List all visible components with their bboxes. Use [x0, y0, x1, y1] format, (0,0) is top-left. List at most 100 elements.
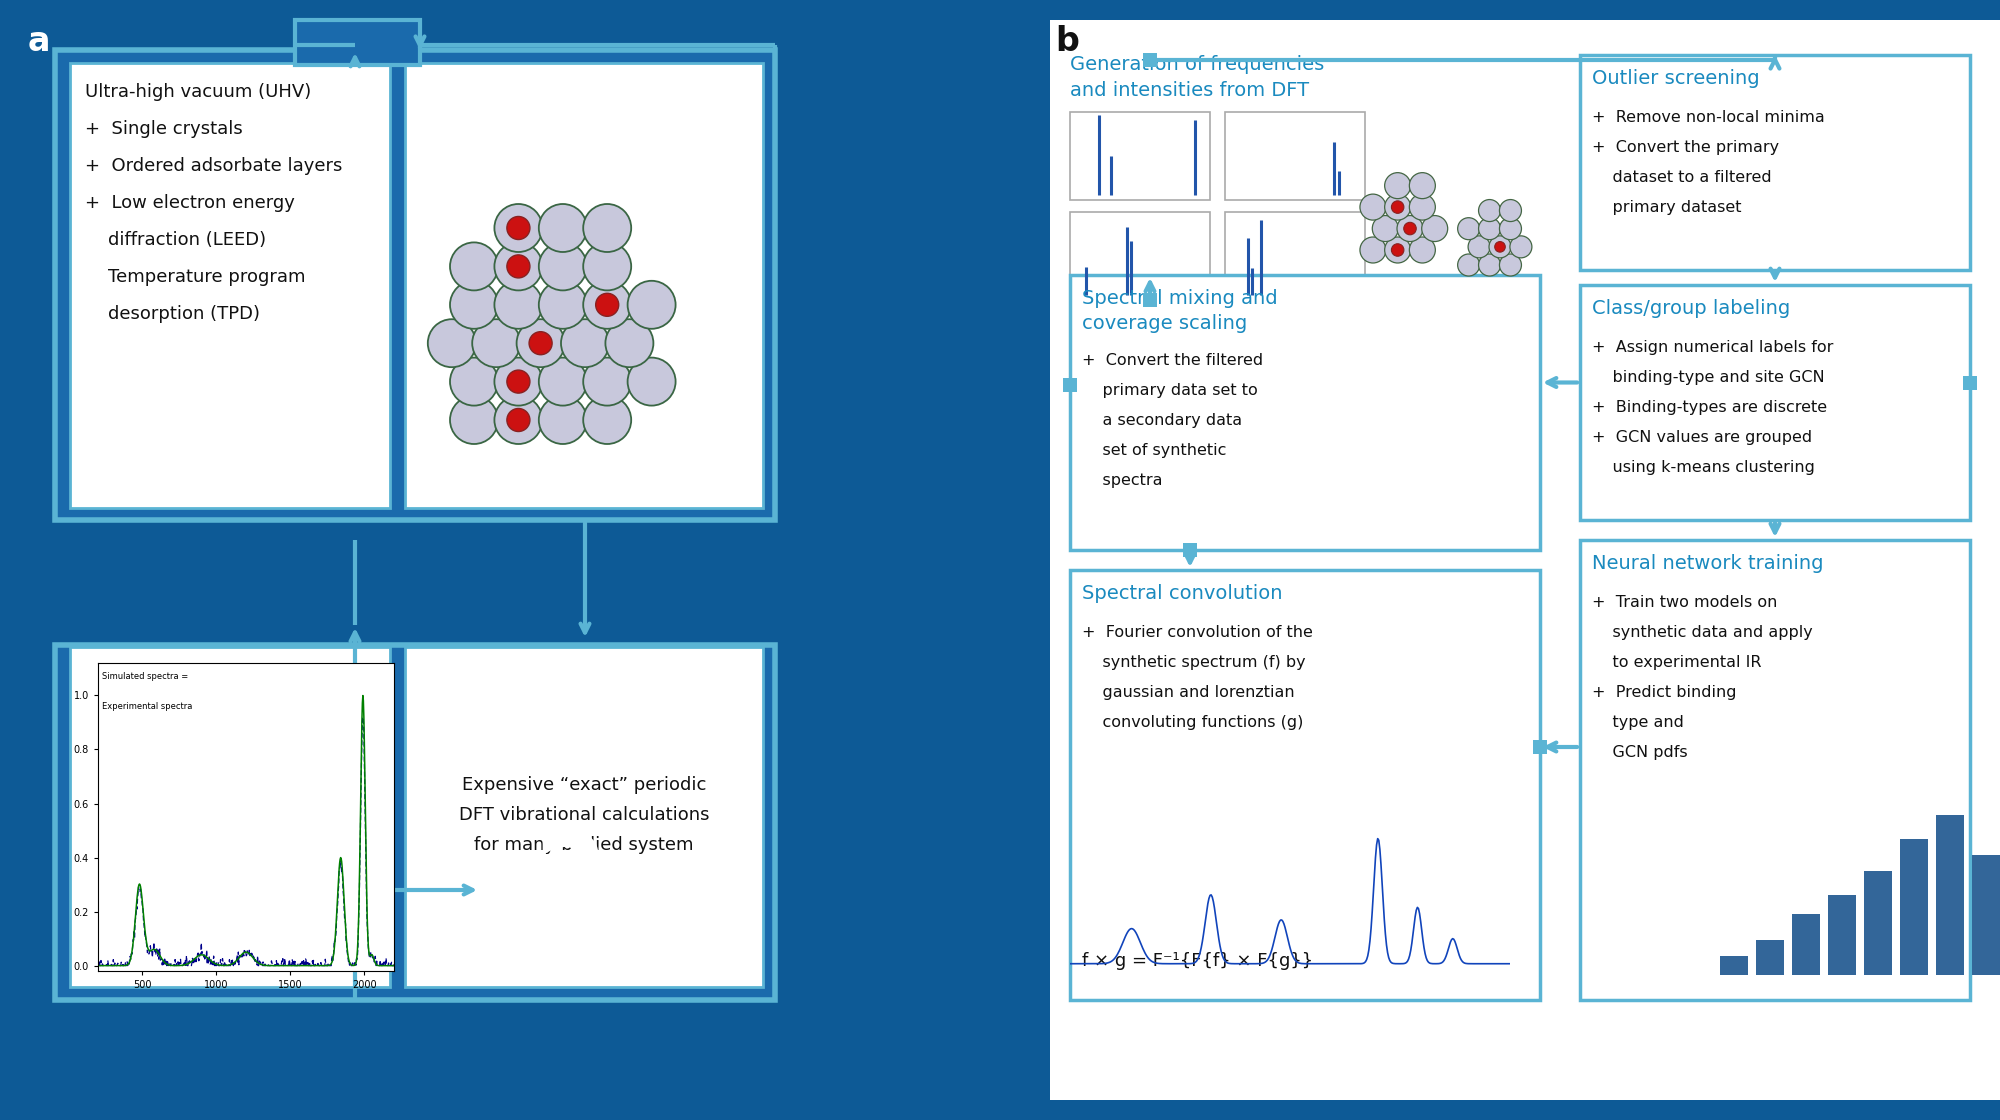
Text: +  Train two models on: + Train two models on	[1592, 595, 1778, 610]
Text: Simulated spectra =: Simulated spectra =	[102, 672, 188, 681]
Circle shape	[530, 332, 552, 355]
Circle shape	[1410, 237, 1436, 263]
Circle shape	[472, 319, 520, 367]
Circle shape	[1488, 236, 1512, 258]
Bar	[1900, 839, 1928, 976]
Circle shape	[584, 281, 632, 329]
Bar	[1864, 871, 1892, 976]
Text: spectra: spectra	[1082, 473, 1162, 488]
Text: +  High pressures: + High pressures	[80, 764, 242, 782]
Circle shape	[494, 242, 542, 290]
Text: +  Ordered adsorbate layers: + Ordered adsorbate layers	[84, 157, 342, 175]
Text: Spectral convolution: Spectral convolution	[1082, 584, 1282, 603]
Circle shape	[596, 293, 618, 316]
Circle shape	[494, 396, 542, 444]
Circle shape	[1500, 199, 1522, 222]
Circle shape	[1360, 237, 1386, 263]
Text: desorption (TPD): desorption (TPD)	[84, 305, 260, 323]
Circle shape	[1410, 194, 1436, 221]
Circle shape	[1478, 217, 1500, 240]
Text: Neural network training: Neural network training	[1592, 554, 1824, 573]
Text: Experimental spectra: Experimental spectra	[102, 702, 192, 711]
Circle shape	[1384, 237, 1410, 263]
Bar	[1972, 855, 2000, 976]
Circle shape	[1494, 242, 1506, 252]
Bar	[1580, 540, 1970, 1000]
Text: +  Convert the primary: + Convert the primary	[1592, 140, 1780, 155]
Text: to experimental IR: to experimental IR	[1592, 655, 1762, 670]
Text: DFT vibrational calculations: DFT vibrational calculations	[458, 806, 710, 824]
Circle shape	[584, 204, 632, 252]
Circle shape	[584, 242, 632, 290]
Bar	[1144, 53, 1156, 67]
Circle shape	[1458, 217, 1480, 240]
Text: +  Convert the filtered: + Convert the filtered	[1082, 353, 1264, 368]
Bar	[1580, 284, 1970, 520]
Text: convoluting functions (g): convoluting functions (g)	[1082, 715, 1304, 730]
Text: Ultra-high vacuum (UHV): Ultra-high vacuum (UHV)	[84, 83, 312, 101]
Circle shape	[1458, 254, 1480, 276]
Circle shape	[428, 319, 476, 367]
Circle shape	[628, 281, 676, 329]
Bar	[1828, 895, 1856, 976]
Bar	[1070, 570, 1540, 1000]
Circle shape	[538, 242, 586, 290]
Bar	[1792, 914, 1820, 976]
Bar	[1534, 740, 1548, 754]
Circle shape	[584, 357, 632, 405]
Text: using k-means clustering: using k-means clustering	[1592, 460, 1814, 475]
Circle shape	[516, 319, 564, 367]
Text: +  Low electron energy: + Low electron energy	[84, 194, 294, 212]
Bar	[1184, 543, 1196, 557]
Bar	[1144, 293, 1156, 307]
Text: +  Binding-types are discrete: + Binding-types are discrete	[1592, 400, 1828, 416]
Text: +  Assign numerical labels for: + Assign numerical labels for	[1592, 340, 1834, 355]
Bar	[1224, 212, 1364, 300]
Text: dataset to a filtered: dataset to a filtered	[1592, 170, 1772, 185]
Text: set of synthetic: set of synthetic	[1082, 444, 1226, 458]
Circle shape	[1478, 254, 1500, 276]
Bar	[1070, 212, 1210, 300]
Bar	[404, 647, 764, 987]
Circle shape	[584, 396, 632, 444]
Text: +  Complex surfaces: + Complex surfaces	[80, 797, 268, 816]
Circle shape	[494, 357, 542, 405]
Circle shape	[1500, 217, 1522, 240]
Circle shape	[1372, 215, 1398, 242]
Circle shape	[450, 396, 498, 444]
Bar	[1070, 112, 1210, 200]
Circle shape	[1392, 244, 1404, 256]
Text: primary data set to: primary data set to	[1082, 383, 1258, 398]
Text: Class/group labeling: Class/group labeling	[1592, 299, 1790, 318]
Text: synthetic data and apply: synthetic data and apply	[1592, 625, 1812, 640]
Text: primary dataset: primary dataset	[1592, 200, 1742, 215]
Text: b: b	[1056, 25, 1078, 58]
Text: +  Variable coverage: + Variable coverage	[80, 832, 270, 850]
Bar	[404, 63, 764, 508]
Bar	[1580, 55, 1970, 270]
Bar	[70, 647, 390, 987]
Circle shape	[494, 204, 542, 252]
Circle shape	[1392, 200, 1404, 213]
Text: +  GCN values are grouped: + GCN values are grouped	[1592, 430, 1812, 445]
Text: Generation of frequencies
and intensities from DFT: Generation of frequencies and intensitie…	[1070, 55, 1324, 101]
Circle shape	[538, 357, 586, 405]
Circle shape	[506, 216, 530, 240]
Text: binding-type and site GCN: binding-type and site GCN	[1592, 370, 1824, 385]
Bar	[70, 63, 390, 508]
Bar	[296, 20, 420, 65]
Text: Real world conditions: Real world conditions	[80, 730, 288, 749]
Circle shape	[506, 370, 530, 393]
Circle shape	[1396, 215, 1424, 242]
Circle shape	[538, 396, 586, 444]
Circle shape	[506, 409, 530, 431]
Circle shape	[538, 204, 586, 252]
Text: +  Single crystals: + Single crystals	[84, 120, 242, 138]
Bar	[1756, 940, 1784, 976]
Circle shape	[1384, 194, 1410, 221]
Circle shape	[1360, 194, 1386, 221]
Text: Expensive “exact” periodic: Expensive “exact” periodic	[462, 776, 706, 794]
Circle shape	[494, 281, 542, 329]
Bar	[1224, 112, 1364, 200]
Text: GCN pdfs: GCN pdfs	[1592, 745, 1688, 760]
